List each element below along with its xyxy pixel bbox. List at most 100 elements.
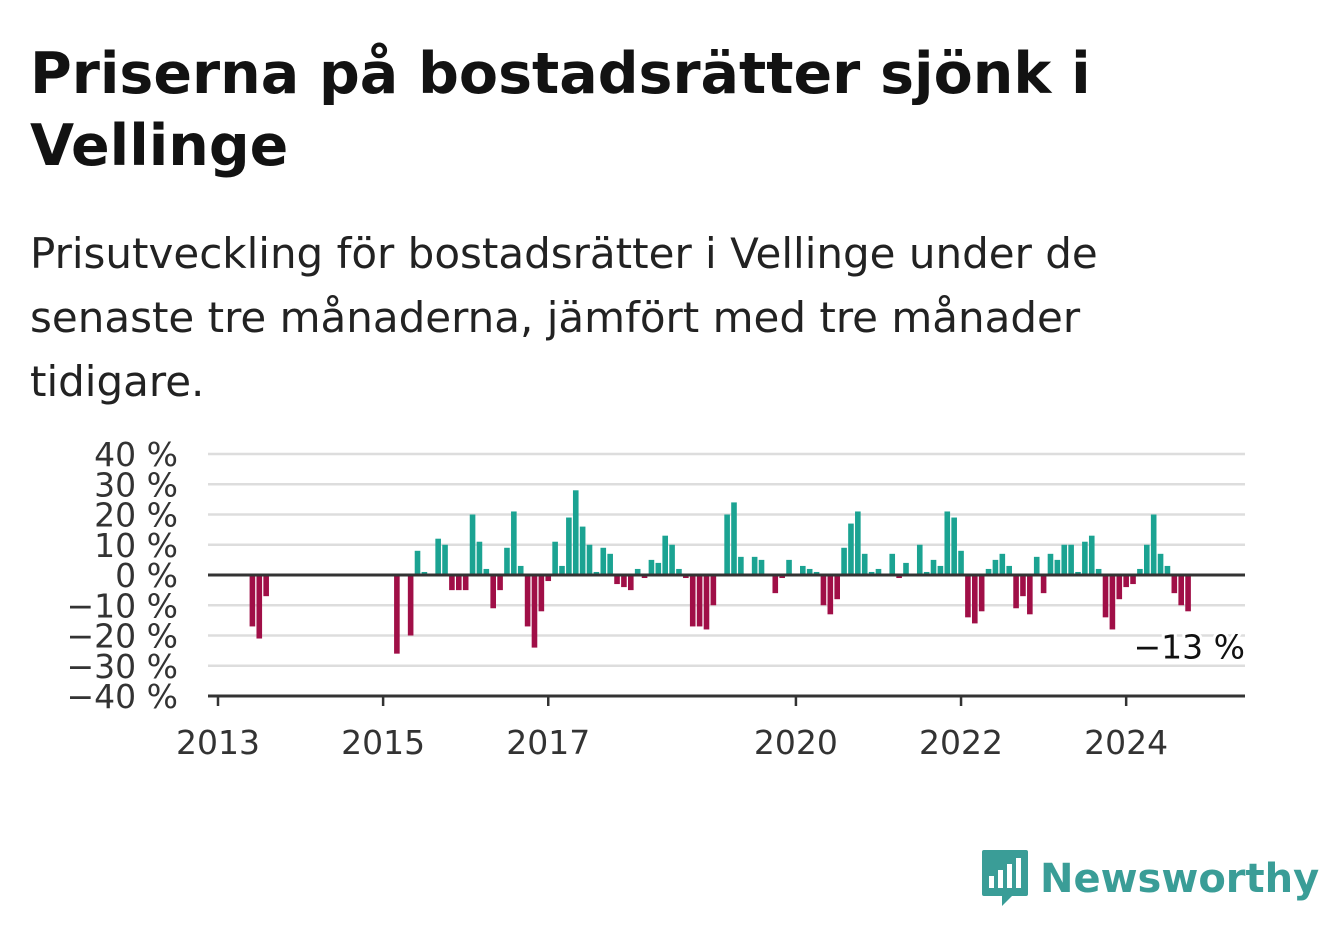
bar bbox=[456, 575, 462, 591]
bar bbox=[641, 575, 648, 579]
bar-chart: 40 %30 %20 %10 %0 %−10 %−20 %−30 %−40 % 2… bbox=[67, 435, 1249, 762]
bar bbox=[1123, 575, 1129, 588]
bar bbox=[628, 575, 634, 591]
bar bbox=[545, 575, 552, 582]
bar bbox=[820, 575, 827, 606]
bar bbox=[552, 541, 558, 575]
bar bbox=[972, 575, 978, 624]
bar bbox=[731, 502, 737, 575]
y-tick-label: −20 % bbox=[67, 617, 179, 656]
bar bbox=[634, 568, 641, 575]
bar bbox=[703, 575, 710, 630]
bar bbox=[414, 550, 421, 575]
y-tick-label: 20 % bbox=[94, 496, 178, 535]
y-tick-label: 40 % bbox=[94, 435, 178, 474]
bar bbox=[758, 559, 765, 576]
bar bbox=[1075, 571, 1081, 575]
y-tick-label: 0 % bbox=[115, 556, 178, 595]
bar bbox=[449, 575, 455, 591]
bar bbox=[1033, 556, 1040, 575]
bar bbox=[827, 575, 834, 615]
bar bbox=[806, 568, 813, 575]
bar bbox=[751, 556, 758, 575]
bar bbox=[621, 575, 627, 588]
bar bbox=[689, 575, 696, 627]
bar bbox=[848, 523, 854, 575]
bar bbox=[779, 575, 785, 579]
bar bbox=[1102, 575, 1109, 618]
bar bbox=[249, 575, 256, 627]
bar bbox=[1150, 514, 1157, 575]
bar bbox=[1109, 575, 1116, 630]
bar bbox=[1054, 559, 1061, 576]
bar bbox=[724, 514, 730, 575]
bar bbox=[1068, 544, 1074, 575]
bar bbox=[800, 565, 806, 575]
bar bbox=[462, 575, 469, 591]
brand-logo: Newsworthy bbox=[980, 848, 1319, 910]
bar bbox=[531, 575, 538, 648]
bar bbox=[937, 565, 944, 575]
bar bbox=[1157, 553, 1164, 575]
bar bbox=[903, 562, 909, 575]
bar bbox=[662, 535, 668, 575]
bar bbox=[497, 575, 503, 591]
bar bbox=[517, 565, 524, 575]
bar bbox=[1088, 535, 1095, 575]
bar bbox=[841, 547, 847, 575]
bar bbox=[1116, 575, 1123, 600]
y-tick-label: 30 % bbox=[94, 465, 178, 504]
bar bbox=[407, 575, 414, 636]
x-tick-label: 2017 bbox=[506, 723, 590, 762]
bar bbox=[442, 544, 448, 575]
x-tick-label: 2020 bbox=[754, 723, 838, 762]
chart-axes bbox=[208, 573, 1245, 706]
x-tick-label: 2013 bbox=[176, 723, 260, 762]
bar bbox=[579, 526, 586, 575]
bar bbox=[669, 544, 675, 575]
bar bbox=[394, 575, 400, 654]
bar bbox=[566, 517, 572, 575]
bar bbox=[1095, 568, 1102, 575]
bar bbox=[483, 568, 490, 575]
bar bbox=[1164, 565, 1171, 575]
y-tick-label: 10 % bbox=[94, 526, 178, 565]
bar bbox=[944, 511, 951, 575]
brand-name: Newsworthy bbox=[1040, 856, 1320, 902]
bar bbox=[978, 575, 985, 612]
bar bbox=[572, 490, 579, 575]
bar bbox=[600, 547, 607, 575]
bar bbox=[875, 568, 882, 575]
bar bbox=[710, 575, 717, 606]
bar bbox=[1061, 544, 1068, 575]
bar bbox=[855, 511, 861, 575]
bar bbox=[607, 553, 613, 575]
bar bbox=[263, 575, 269, 597]
bar bbox=[738, 556, 744, 575]
bar bbox=[923, 571, 930, 575]
bar bbox=[1006, 565, 1012, 575]
y-tick-label: −40 % bbox=[67, 677, 179, 716]
bar bbox=[1082, 541, 1088, 575]
chart-title: Priserna på bostadsrätter sjönk i Vellin… bbox=[30, 41, 1091, 179]
chart-bars bbox=[249, 490, 1191, 654]
x-tick-label: 2024 bbox=[1084, 723, 1168, 762]
bar bbox=[538, 575, 545, 612]
y-tick-label: −30 % bbox=[67, 647, 179, 686]
bar bbox=[958, 550, 964, 575]
bar bbox=[1047, 553, 1054, 575]
bar bbox=[813, 571, 820, 575]
bar bbox=[511, 511, 517, 575]
bar bbox=[1130, 575, 1136, 585]
bar bbox=[868, 571, 875, 575]
x-tick-label: 2015 bbox=[341, 723, 425, 762]
bar bbox=[951, 517, 957, 575]
bar bbox=[421, 571, 428, 575]
bar bbox=[999, 553, 1006, 575]
bar bbox=[1185, 575, 1191, 612]
bar bbox=[834, 575, 840, 600]
bar bbox=[696, 575, 703, 627]
bar bbox=[985, 568, 992, 575]
bar bbox=[648, 559, 655, 576]
bar bbox=[916, 544, 923, 575]
